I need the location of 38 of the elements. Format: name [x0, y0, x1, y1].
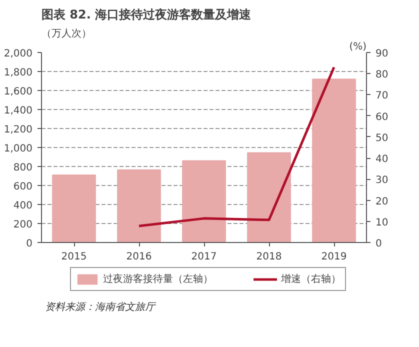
y2-tick-label: 90 [376, 48, 388, 60]
bar [312, 78, 356, 242]
x-tick-label: 2017 [191, 252, 217, 262]
y2-tick-label: 40 [376, 154, 388, 166]
x-tick-label: 2018 [256, 252, 282, 262]
chart-title: 图表 82. 海口接待过夜游客数量及增速 [42, 8, 252, 22]
x-tick-label: 2015 [61, 252, 87, 262]
y2-tick-label: 20 [376, 196, 388, 208]
y-tick-label: 1,000 [4, 144, 33, 154]
legend-label: 增速（右轴） [281, 272, 341, 286]
y2-tick-label: 80 [376, 70, 388, 81]
y-tick-label: 400 [13, 200, 33, 212]
y-tick-label: 1,400 [4, 106, 33, 116]
x-tick-label: 2019 [321, 252, 347, 262]
y-tick-label: 1,200 [4, 124, 33, 136]
y2-tick-label: 70 [376, 90, 388, 102]
y2-tick-label: 10 [376, 217, 388, 228]
y-tick-label: 800 [13, 162, 33, 174]
legend-label: 过夜游客接待量（左轴） [103, 272, 213, 286]
y2-tick-label: 30 [376, 175, 388, 186]
x-tick-label: 2016 [126, 252, 152, 262]
y-tick-label: 600 [13, 182, 33, 192]
bar [117, 169, 161, 242]
y-tick-label: 2,000 [4, 48, 33, 60]
y-tick-label: 1,600 [4, 86, 33, 98]
text: 资料来源：海南省文旅厅 [44, 301, 157, 313]
bar [182, 160, 226, 242]
y-axis-title: （万人次） [42, 28, 92, 40]
y-tick-label: 200 [13, 220, 33, 230]
line-series [138, 66, 336, 228]
y-tick-label: 0 [26, 238, 33, 250]
y-tick-label: 1,800 [4, 68, 33, 78]
y2-tick-label: 60 [376, 112, 388, 123]
y2-tick-label: 50 [376, 132, 388, 144]
bar [247, 152, 291, 242]
bar [52, 174, 96, 242]
y2-axis-title: (%) [349, 42, 367, 52]
y2-tick-label: 0 [376, 238, 382, 250]
